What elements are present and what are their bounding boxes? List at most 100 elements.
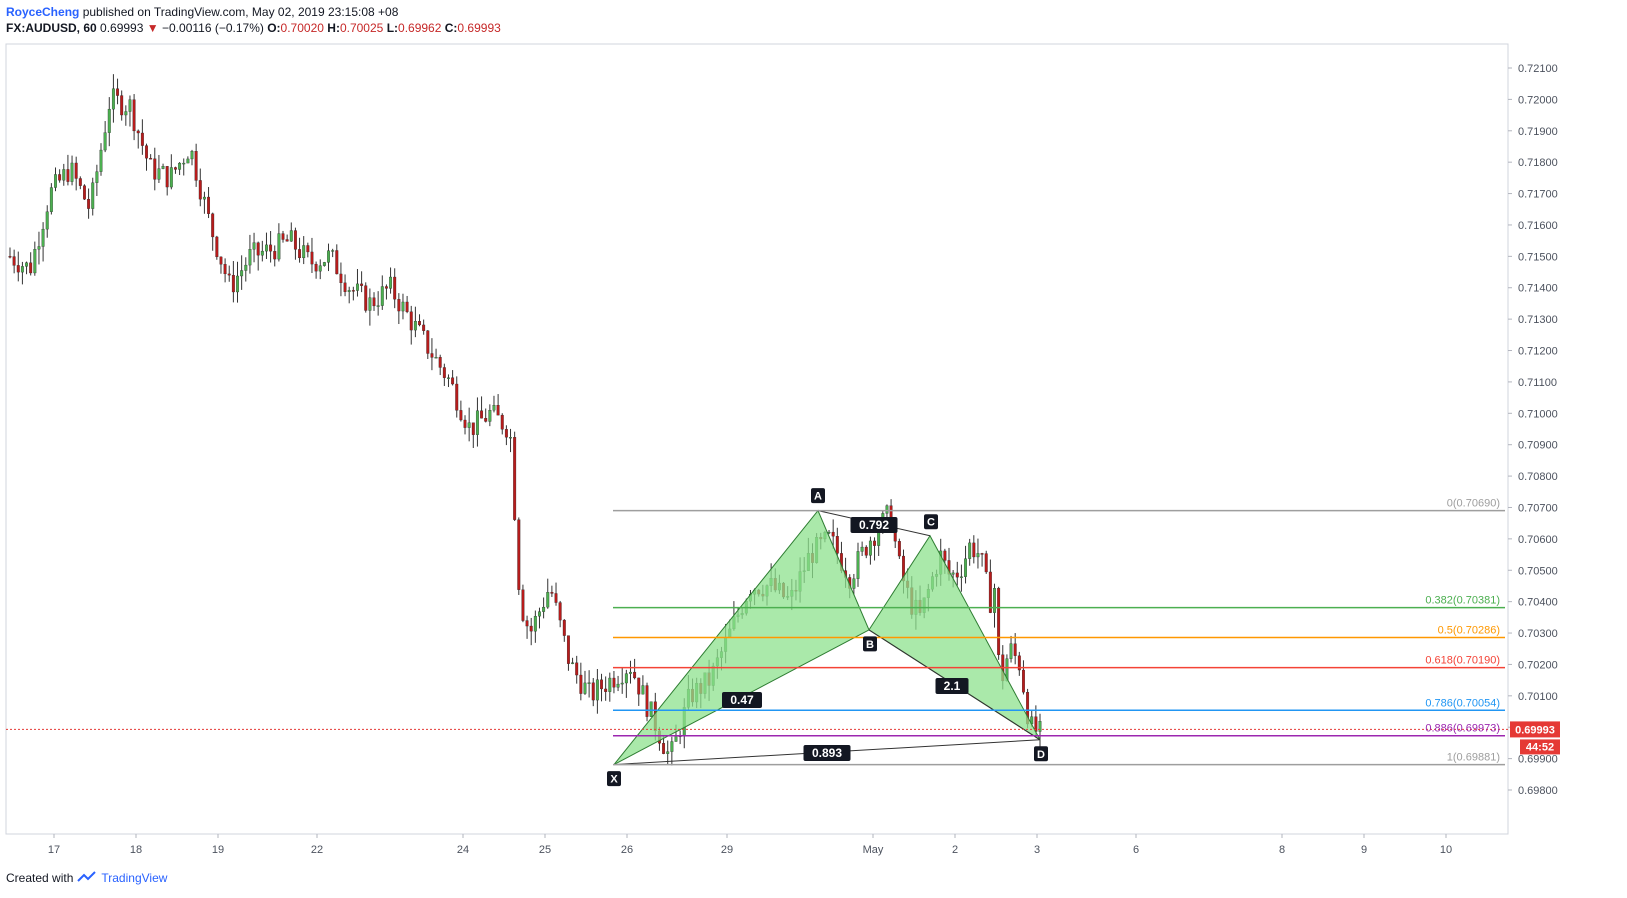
fib-levels[interactable]: 0(0.70690) 0.382(0.70381) 0.5(0.70286) 0.61… (613, 498, 1505, 766)
candle-down (591, 682, 595, 701)
candle-down (459, 410, 463, 421)
time-tick-label: 6 (1133, 844, 1139, 856)
high-value: 0.70025 (339, 21, 384, 35)
candle-up (331, 250, 335, 252)
candle-down (298, 249, 302, 259)
candle-up (976, 553, 980, 558)
price-axis[interactable]: 0.72100 0.72000 0.71900 0.71800 0.71700 0.716… (1508, 63, 1558, 797)
fib-level-label: 0.786(0.70054) (1425, 697, 1500, 709)
candle-down (132, 99, 136, 132)
svg-text:X: X (610, 774, 618, 786)
svg-text:B: B (866, 639, 874, 651)
candle-down (83, 185, 86, 200)
price-tick-label: 0.69900 (1518, 754, 1558, 766)
svg-text:2.1: 2.1 (944, 679, 961, 693)
candle-up (434, 357, 438, 359)
candle-up (161, 166, 165, 169)
candle-up (401, 301, 405, 312)
candle-down (66, 169, 70, 182)
candle-down (463, 419, 467, 428)
candle-up (959, 576, 963, 578)
candle-down (136, 130, 140, 134)
time-axis[interactable]: 17 18 19 22 24 25 26 29 May 2 3 6 8 9 10 (48, 834, 1452, 856)
candle-down (165, 166, 169, 188)
price-tick-label: 0.70800 (1518, 471, 1558, 483)
close-value: 0.69993 (457, 21, 501, 35)
price-tick-label: 0.71600 (1518, 220, 1558, 232)
candle-up (1009, 643, 1013, 659)
candle-up (968, 542, 972, 559)
tradingview-link[interactable]: TradingView (101, 871, 168, 885)
svg-text:C: C (927, 517, 935, 529)
candle-down (943, 550, 947, 561)
time-tick-label: 29 (721, 844, 733, 856)
candle-down (140, 132, 144, 146)
point-label-x: X (607, 771, 621, 787)
tradingview-logo-icon (77, 871, 97, 882)
candle-down (335, 250, 339, 275)
candle-down (231, 274, 235, 293)
candle-down (455, 383, 459, 411)
candle-up (492, 405, 496, 411)
candle-down (500, 414, 504, 430)
candle-up (951, 572, 955, 575)
created-with-text: Created with (6, 871, 74, 885)
candle-up (260, 250, 264, 256)
candle-down (579, 674, 583, 694)
candle-down (554, 593, 558, 603)
candle-down (227, 273, 231, 276)
candle-down (418, 321, 421, 326)
point-label-c: C (924, 514, 938, 530)
candle-down (273, 251, 277, 260)
candle-down (281, 233, 285, 240)
candle-down (174, 167, 177, 170)
down-arrow-icon: ▼ (146, 21, 159, 35)
author-link[interactable]: RoyceCheng (6, 5, 80, 19)
time-tick-label: 19 (212, 844, 224, 856)
candle-down (426, 330, 430, 354)
candle-down (74, 162, 78, 179)
candle-up (641, 685, 645, 695)
candle-down (223, 264, 227, 275)
candle-up (265, 244, 268, 252)
candle-down (897, 541, 901, 557)
candle-up (124, 111, 128, 116)
candle-down (351, 290, 355, 292)
time-tick-label: May (863, 844, 884, 856)
candle-down (451, 377, 455, 385)
plot-frame (5, 43, 1509, 835)
candle-down (87, 199, 91, 209)
candle-down (384, 286, 388, 289)
candle-down (314, 263, 318, 272)
time-tick-label: 22 (311, 844, 323, 856)
low-value: 0.69962 (398, 21, 442, 35)
candle-up (389, 276, 393, 289)
candle-down (393, 276, 397, 300)
price-tick-label: 0.72000 (1518, 94, 1558, 106)
candle-down (12, 256, 16, 266)
candle-up (252, 242, 256, 250)
candle-up (447, 377, 450, 379)
candle-up (595, 679, 599, 701)
candle-down (211, 213, 215, 238)
candle-down (306, 245, 310, 253)
publish-line: RoyceCheng published on TradingView.com,… (6, 4, 501, 20)
candle-up (240, 270, 244, 277)
candle-down (120, 95, 124, 116)
candle-down (604, 688, 608, 692)
candle-up (91, 182, 95, 209)
candle-down (558, 602, 562, 621)
candle-up (20, 266, 24, 273)
fib-level-label: 0.618(0.70190) (1425, 655, 1500, 667)
candle-down (339, 273, 343, 284)
countdown-tag: 44:52 (1520, 739, 1560, 755)
high-label: H: (327, 21, 340, 35)
candle-up (629, 671, 632, 674)
candle-down (496, 405, 500, 416)
candle-up (666, 751, 670, 754)
open-value: 0.70020 (280, 21, 324, 35)
price-tick-label: 0.71200 (1518, 346, 1558, 358)
candle-up (202, 196, 206, 200)
candle-down (513, 437, 517, 520)
